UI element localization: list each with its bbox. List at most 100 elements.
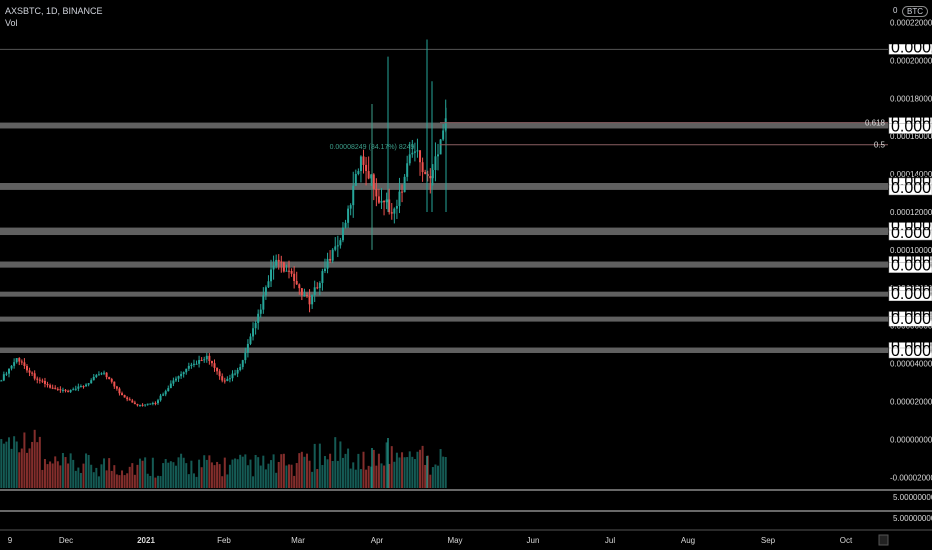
candle[interactable] [372, 174, 375, 189]
candle[interactable] [41, 380, 44, 382]
candle[interactable] [249, 336, 252, 344]
candle[interactable] [390, 212, 393, 214]
sr-zone[interactable] [0, 122, 888, 129]
candle[interactable] [383, 200, 386, 203]
candle[interactable] [385, 199, 388, 203]
candle[interactable] [252, 328, 255, 337]
price-label-box[interactable]: 0.00007580 [888, 286, 932, 303]
candle[interactable] [406, 163, 409, 177]
candle[interactable] [318, 282, 321, 288]
candle[interactable] [187, 365, 190, 369]
candle[interactable] [123, 395, 126, 398]
candle[interactable] [172, 380, 175, 384]
candle[interactable] [128, 399, 131, 401]
candle[interactable] [141, 404, 144, 406]
candle[interactable] [77, 386, 80, 389]
candle[interactable] [198, 360, 201, 364]
candle[interactable] [100, 373, 103, 375]
candle[interactable] [95, 375, 98, 377]
candle[interactable] [336, 245, 339, 247]
candle[interactable] [439, 139, 442, 155]
price-label-box[interactable]: 0.00004560 [888, 343, 932, 360]
candle[interactable] [190, 364, 193, 366]
candle[interactable] [321, 271, 324, 283]
candle[interactable] [254, 322, 257, 329]
candle[interactable] [221, 376, 224, 381]
scroll-to-end-button[interactable] [878, 534, 889, 546]
candle[interactable] [239, 366, 242, 370]
candle[interactable] [272, 265, 275, 270]
candle[interactable] [110, 379, 113, 382]
candle[interactable] [28, 370, 31, 373]
candle[interactable] [72, 389, 75, 391]
candle[interactable] [311, 294, 314, 305]
candle[interactable] [144, 404, 147, 406]
candle[interactable] [305, 295, 308, 297]
candle[interactable] [442, 130, 445, 140]
candle[interactable] [159, 395, 162, 401]
candle[interactable] [208, 355, 211, 362]
candle[interactable] [285, 270, 288, 272]
candle[interactable] [192, 363, 195, 365]
candle[interactable] [25, 366, 28, 371]
candle[interactable] [133, 402, 136, 405]
candle[interactable] [246, 343, 249, 353]
candle[interactable] [241, 360, 244, 367]
candle[interactable] [329, 258, 332, 261]
candle[interactable] [67, 390, 70, 392]
candle[interactable] [282, 262, 285, 272]
candle[interactable] [300, 288, 303, 296]
candle[interactable] [139, 404, 142, 406]
sr-zone[interactable] [0, 261, 888, 268]
candle[interactable] [210, 361, 213, 364]
candle[interactable] [262, 295, 265, 310]
candle[interactable] [74, 388, 77, 390]
price-label-box[interactable]: 0.00013166 [888, 180, 932, 197]
candle[interactable] [2, 374, 5, 381]
candle[interactable] [259, 309, 262, 314]
candle[interactable] [90, 380, 93, 384]
candle[interactable] [426, 173, 429, 177]
candle[interactable] [64, 389, 67, 391]
candle[interactable] [377, 196, 380, 203]
candle[interactable] [411, 152, 414, 155]
candle[interactable] [288, 270, 291, 272]
candle[interactable] [395, 206, 398, 209]
candle[interactable] [33, 373, 36, 379]
candle[interactable] [234, 373, 237, 375]
candle[interactable] [200, 360, 203, 362]
candle[interactable] [149, 403, 152, 405]
sr-zone[interactable] [0, 183, 888, 190]
candle[interactable] [357, 171, 360, 174]
candle[interactable] [31, 372, 34, 374]
candle[interactable] [388, 199, 391, 213]
candle[interactable] [97, 374, 100, 376]
candle[interactable] [419, 150, 422, 163]
candle[interactable] [195, 363, 198, 365]
candle[interactable] [408, 154, 411, 164]
candle[interactable] [0, 380, 3, 382]
candle[interactable] [316, 287, 319, 289]
candle[interactable] [20, 361, 23, 363]
currency-symbol[interactable]: 0 [893, 6, 898, 15]
candle[interactable] [339, 240, 342, 246]
candle[interactable] [424, 172, 427, 174]
candle[interactable] [61, 389, 64, 391]
sr-zone[interactable] [0, 227, 888, 236]
candle[interactable] [264, 287, 267, 296]
candle[interactable] [162, 394, 165, 396]
candle[interactable] [236, 369, 239, 374]
candle[interactable] [367, 171, 370, 179]
candle[interactable] [362, 156, 365, 165]
candle[interactable] [434, 156, 437, 171]
candle[interactable] [365, 164, 368, 172]
candle[interactable] [270, 269, 273, 282]
candle[interactable] [398, 191, 401, 207]
candle[interactable] [13, 362, 16, 366]
candle[interactable] [290, 271, 293, 274]
candle[interactable] [79, 386, 82, 388]
candle[interactable] [203, 359, 206, 361]
candle[interactable] [413, 151, 416, 153]
candle[interactable] [352, 185, 355, 206]
candle[interactable] [275, 259, 278, 266]
